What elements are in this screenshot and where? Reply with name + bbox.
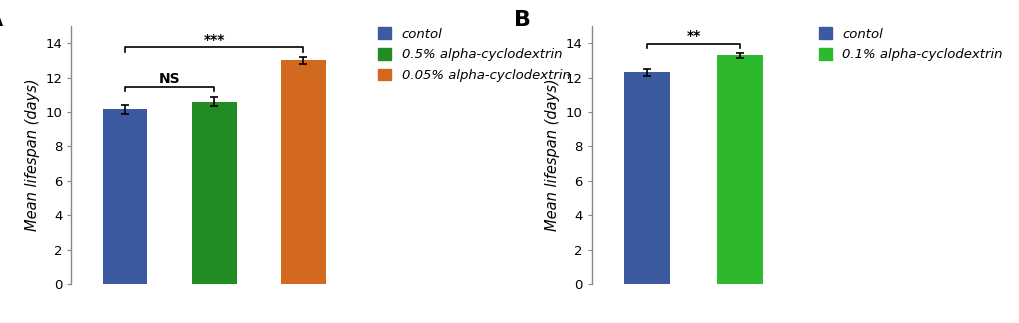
Legend: contol, 0.1% alpha-cyclodextrin: contol, 0.1% alpha-cyclodextrin xyxy=(817,27,1002,61)
Y-axis label: Mean lifespan (days): Mean lifespan (days) xyxy=(544,79,559,231)
Text: **: ** xyxy=(686,29,700,43)
Text: NS: NS xyxy=(159,72,180,86)
Text: A: A xyxy=(0,10,3,30)
Text: B: B xyxy=(514,10,531,30)
Bar xyxy=(281,60,325,284)
Bar xyxy=(716,55,762,284)
Y-axis label: Mean lifespan (days): Mean lifespan (days) xyxy=(24,79,40,231)
Legend: contol, 0.5% alpha-cyclodextrin, 0.05% alpha-cyclodextrin: contol, 0.5% alpha-cyclodextrin, 0.05% a… xyxy=(377,27,570,82)
Bar xyxy=(103,109,147,284)
Text: ***: *** xyxy=(204,33,224,47)
Bar xyxy=(624,72,669,284)
Bar xyxy=(192,102,236,284)
